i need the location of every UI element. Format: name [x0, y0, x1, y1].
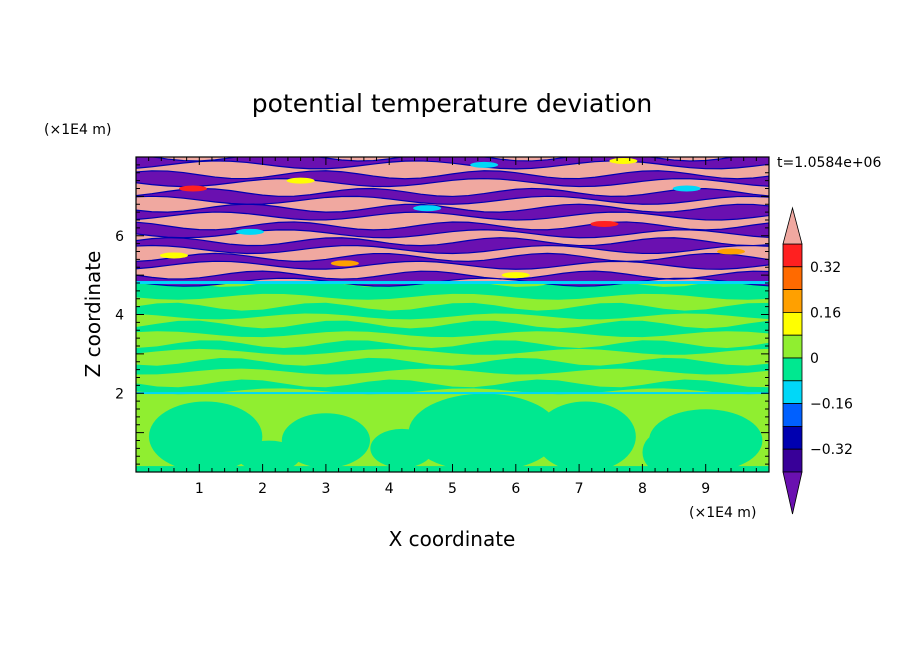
cell-region	[535, 401, 636, 472]
purple-band	[136, 237, 769, 254]
transition-spot	[717, 248, 746, 255]
transition-spot	[501, 272, 530, 279]
transition-spot	[609, 157, 638, 164]
colorbar-segment	[782, 266, 803, 290]
x-tick-label: 3	[321, 481, 330, 497]
x-unit-label: (×1E4 m)	[689, 505, 756, 521]
colorbar-label: 0.16	[810, 305, 841, 321]
transition-spot	[413, 205, 442, 212]
colorbar-segment	[782, 243, 803, 268]
y-axis-title: Z coordinate	[81, 251, 105, 378]
purple-band	[136, 204, 769, 221]
y-tick-label: 6	[115, 229, 124, 245]
transition-spot	[159, 252, 188, 259]
transition-spot	[286, 177, 315, 184]
colorbar-labels: 0.32 0.16 0 −0.16 −0.32	[810, 260, 853, 458]
colorbar-segment	[782, 425, 803, 450]
x-tick-label: 5	[448, 481, 457, 497]
cell-region	[370, 428, 434, 468]
transition-spot	[178, 185, 207, 192]
colorbar-top-arrow	[782, 206, 803, 245]
contour-field	[136, 157, 769, 472]
colorbar-segment	[782, 334, 803, 359]
band-edge	[136, 157, 769, 170]
colorbar	[782, 206, 803, 515]
y-unit-label: (×1E4 m)	[44, 122, 111, 138]
chart-title: potential temperature deviation	[252, 89, 652, 118]
interface-line	[136, 392, 769, 395]
colorbar-label: −0.16	[810, 397, 853, 413]
x-tick-label: 6	[511, 481, 520, 497]
transition-spot	[470, 161, 499, 168]
colorbar-segment	[782, 403, 803, 427]
cell-region	[642, 432, 681, 472]
transition-spot	[330, 260, 359, 267]
colorbar-label: 0.32	[810, 260, 841, 276]
band-edge	[136, 187, 769, 205]
purple-band	[136, 170, 769, 187]
cell-region	[148, 401, 263, 472]
layer-band	[136, 357, 769, 375]
tick-labels: 1 2 3 4 5 6 7 8 9 2 4 6	[115, 229, 710, 497]
colorbar-segment	[782, 380, 803, 404]
x-axis-title: X coordinate	[389, 527, 516, 551]
layer-band	[136, 302, 769, 320]
x-tick-label: 7	[575, 481, 584, 497]
axis-ticks	[135, 156, 770, 473]
colorbar-segment	[782, 311, 803, 336]
transition-spot	[235, 228, 264, 235]
transition-spot	[590, 220, 619, 227]
colorbar-segment	[782, 357, 803, 382]
band-edge	[136, 170, 769, 188]
layer-band	[136, 340, 769, 355]
band-edge	[136, 203, 769, 221]
y-tick-label: 2	[115, 386, 124, 402]
purple-band	[136, 188, 769, 205]
layer-band	[136, 379, 769, 395]
transition-spot	[672, 185, 701, 192]
x-tick-label: 1	[195, 481, 204, 497]
x-tick-label: 9	[701, 481, 710, 497]
band-edge	[136, 252, 769, 270]
x-tick-label: 8	[638, 481, 647, 497]
y-tick-label: 4	[115, 308, 124, 324]
x-tick-label: 2	[258, 481, 267, 497]
colorbar-label: −0.32	[810, 442, 853, 458]
boundary-line	[136, 281, 769, 285]
x-tick-label: 4	[385, 481, 394, 497]
cell-region	[281, 413, 370, 468]
colorbar-segment	[782, 289, 803, 313]
layer-band	[136, 320, 769, 338]
cell-region	[408, 393, 560, 472]
colorbar-segment	[782, 448, 803, 473]
colorbar-label: 0	[810, 351, 819, 367]
band-edge	[136, 221, 769, 239]
band-edge	[136, 237, 769, 255]
band-edge	[136, 270, 769, 287]
cell-region	[237, 440, 301, 472]
time-label: t=1.0584e+06	[777, 155, 881, 171]
colorbar-bottom-arrow	[782, 471, 803, 515]
